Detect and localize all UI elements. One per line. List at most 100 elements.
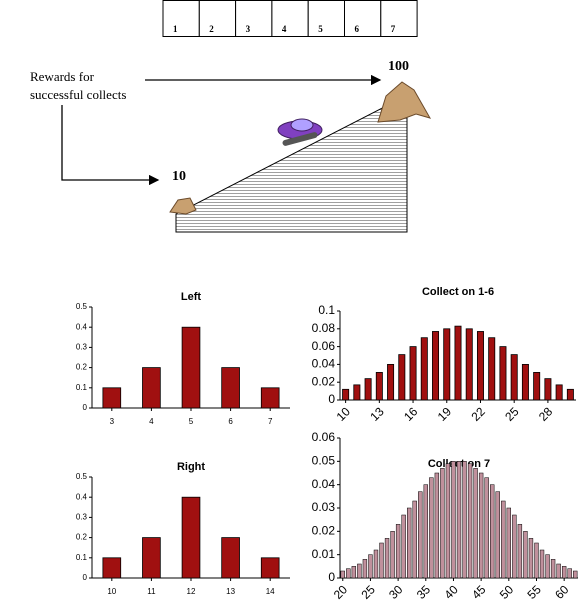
bar (489, 338, 495, 400)
bar (496, 492, 500, 578)
x-tick-label: 14 (266, 587, 275, 596)
bar (421, 338, 427, 400)
x-tick-label: 60 (552, 582, 572, 602)
bar (501, 501, 505, 578)
bar (399, 355, 405, 400)
x-tick-label: 28 (536, 404, 556, 424)
x-tick-label: 40 (441, 582, 461, 602)
bar (365, 379, 371, 400)
bar (474, 468, 478, 578)
cell (163, 1, 199, 37)
x-tick-label: 25 (502, 404, 522, 424)
x-tick-label: 45 (469, 582, 489, 602)
x-tick-label: 35 (414, 582, 434, 602)
bar (529, 538, 533, 578)
bar (457, 461, 461, 578)
rewards-label: Rewards for (30, 69, 95, 84)
bar (523, 531, 527, 578)
arrow (62, 105, 158, 180)
x-tick-label: 13 (226, 587, 235, 596)
chart-title: Right (177, 461, 205, 473)
bar (354, 385, 360, 400)
bar (396, 524, 400, 578)
bar (479, 473, 483, 578)
bar (363, 559, 367, 578)
bar (182, 497, 200, 578)
y-tick-label: 0.2 (76, 363, 88, 372)
x-tick-label: 55 (525, 582, 545, 602)
x-tick-label: 50 (497, 582, 517, 602)
x-tick-label: 16 (401, 404, 421, 424)
bar (142, 368, 160, 408)
bar (500, 347, 506, 400)
x-tick-label: 11 (147, 587, 156, 596)
bar (485, 478, 489, 578)
y-tick-label: 0 (83, 573, 88, 582)
cell-label: 4 (282, 24, 287, 34)
bar (522, 364, 528, 400)
figure: 1234567 Rewards for successful collects … (0, 0, 584, 615)
cell-label: 2 (209, 24, 214, 34)
y-tick-label: 0 (328, 392, 335, 406)
y-tick-label: 0.4 (76, 322, 88, 331)
bar (374, 550, 378, 578)
x-tick-label: 10 (334, 404, 354, 424)
x-tick-label: 7 (268, 417, 273, 426)
bar (346, 569, 350, 578)
y-tick-label: 0.06 (312, 430, 336, 444)
bar (556, 385, 562, 400)
y-tick-label: 0.5 (76, 302, 88, 311)
cell (272, 1, 308, 37)
rock (378, 82, 430, 122)
bar (512, 515, 516, 578)
rock (170, 198, 196, 214)
bar (182, 327, 200, 408)
bar (435, 473, 439, 578)
bar (424, 485, 428, 578)
cell-label: 6 (355, 24, 360, 34)
y-tick-label: 0 (328, 570, 335, 584)
bar (261, 558, 279, 578)
cell (381, 1, 417, 37)
bar (432, 331, 438, 400)
x-tick-label: 10 (107, 587, 116, 596)
bar (557, 564, 561, 578)
x-tick-label: 20 (331, 582, 351, 602)
bar (518, 524, 522, 578)
x-tick-label: 6 (228, 417, 233, 426)
bar (507, 508, 511, 578)
y-tick-label: 0.1 (76, 383, 88, 392)
y-tick-label: 0.03 (312, 500, 336, 514)
bar (376, 372, 382, 400)
y-tick-label: 0.08 (312, 321, 336, 335)
y-tick-label: 0.04 (312, 357, 336, 371)
bar (222, 368, 240, 408)
bar (446, 464, 450, 578)
bar (391, 531, 395, 578)
x-tick-label: 22 (468, 404, 488, 424)
x-tick-label: 13 (367, 404, 387, 424)
y-tick-label: 0 (83, 403, 88, 412)
bar (352, 566, 356, 578)
y-tick-label: 0.3 (76, 343, 88, 352)
bar (573, 571, 577, 578)
bar (452, 461, 456, 578)
bar (568, 569, 572, 578)
bar (546, 555, 550, 578)
chart-title: Left (181, 291, 202, 303)
bar (535, 543, 539, 578)
bar (385, 538, 389, 578)
bar (468, 464, 472, 578)
bar (477, 331, 483, 400)
chart: Collect on 700.010.020.030.040.050.06202… (312, 430, 578, 602)
y-tick-label: 0.02 (312, 524, 336, 538)
bar (490, 485, 494, 578)
y-tick-label: 0.02 (312, 374, 336, 388)
y-tick-label: 0.3 (76, 513, 88, 522)
y-tick-label: 0.04 (312, 477, 336, 491)
bar (222, 538, 240, 578)
